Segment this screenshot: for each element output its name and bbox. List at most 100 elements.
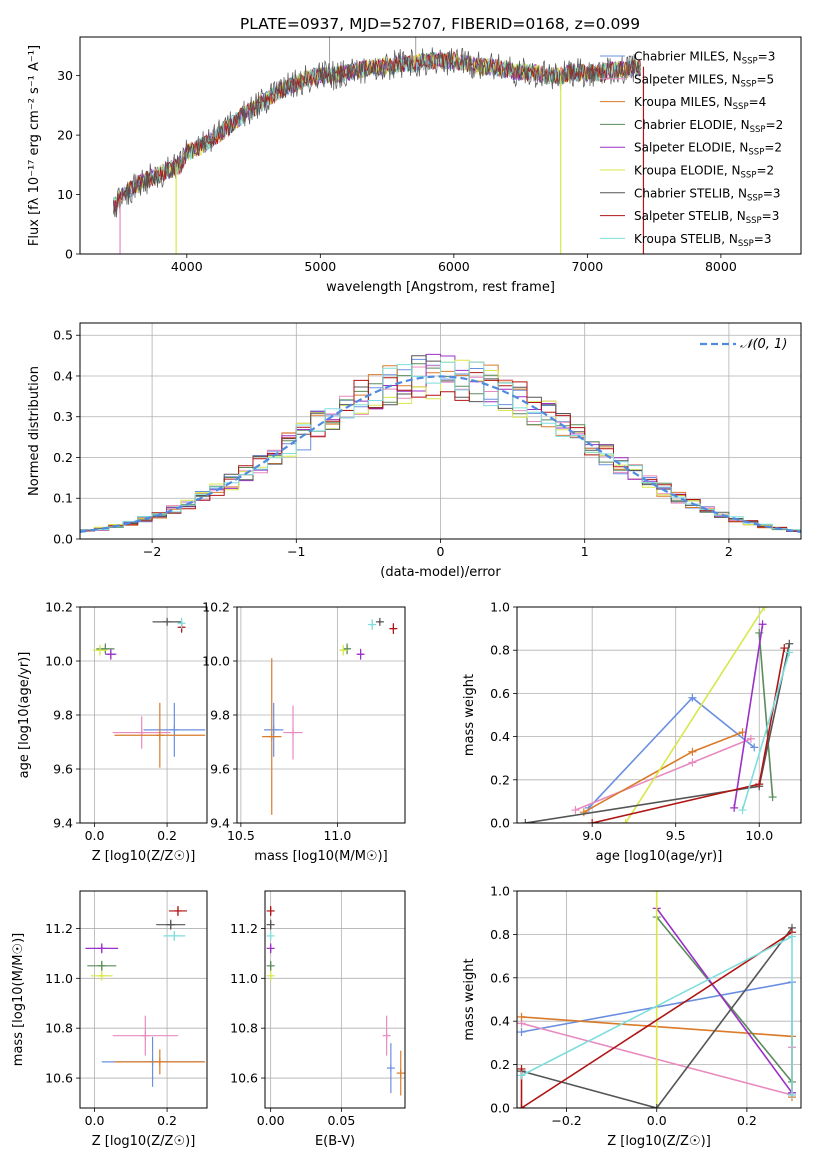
x-axis-label: wavelength [Angstrom, rest frame]: [326, 280, 555, 295]
y-tick-label: 0.4: [490, 729, 510, 744]
x-tick-label: 0.0: [85, 828, 105, 843]
weight-point-salpeter_stelib: [588, 819, 597, 823]
plot-area-age_vs_z: [92, 617, 206, 768]
axes-frame: [79, 890, 208, 1109]
y-tick-label: 0.2: [490, 1057, 510, 1072]
errorbar-salpeter_elodie: [105, 648, 117, 660]
weight-line-chabrier_stelib: [525, 643, 791, 823]
y-axis-label: age [log10(age/yr)]: [17, 652, 32, 779]
y-tick-label: 9.6: [210, 762, 230, 777]
weight-line-salpeter_elodie: [656, 907, 793, 1094]
x-tick-label: 10.0: [745, 828, 773, 843]
weight-point-salpeter_miles: [571, 806, 580, 815]
legend-label-normal: 𝒩(0, 1): [740, 337, 787, 352]
errorbar-chabrier_miles: [143, 702, 206, 757]
x-tick-label: 5000: [304, 259, 336, 274]
weight-point-chabrier_elodie: [768, 793, 777, 802]
plot-area-spectrum: [113, 37, 645, 254]
weight-line-kroupa_stelib: [741, 652, 791, 811]
errorbar-chabrier_elodie: [87, 960, 117, 971]
y-tick-label: 0.0: [53, 532, 73, 547]
errorbar-chabrier_stelib: [266, 919, 275, 930]
x-tick-label: 0.2: [157, 828, 177, 843]
y-tick-label: 11.2: [230, 921, 258, 936]
weight-point-kroupa_miles: [579, 808, 588, 817]
y-tick-label: 0.0: [490, 1101, 510, 1116]
x-tick-label: −1: [287, 544, 305, 559]
x-axis-label: Z [log10(Z/Z☉)]: [92, 849, 196, 864]
x-tick-label: 0.2: [157, 1113, 177, 1128]
plot-area-mass_vs_z: [85, 905, 206, 1087]
y-tick-label: 0.2: [53, 450, 73, 465]
x-tick-label: 4000: [171, 259, 203, 274]
normal-reference-curve: [80, 375, 801, 533]
y-axis-label: Flux [fλ 10⁻¹⁷ erg cm⁻² s⁻¹ A⁻¹]: [27, 45, 42, 246]
panel-residuals: −2 −1 0 1 2 0.0 0.1 0.2 0.3 0.4 0.5 (data-model)/er…: [27, 322, 802, 580]
y-tick-label: 9.4: [53, 816, 73, 831]
x-axis-label: Z [log10(Z/Z☉)]: [92, 1134, 196, 1149]
weight-line-salpeter_stelib: [520, 931, 793, 1108]
x-tick-label: 0.0: [647, 1113, 667, 1128]
legend-label-kroupa_miles: Kroupa MILES, NSSP=4: [634, 95, 766, 112]
x-tick-label: −0.2: [551, 1113, 581, 1128]
x-axis-label: E(B-V): [315, 1134, 355, 1149]
weight-point-chabrier_miles: [517, 1028, 526, 1037]
weight-line-chabrier_elodie: [758, 632, 774, 798]
errorbar-kroupa_stelib: [177, 617, 186, 629]
errorbar-kroupa_miles: [262, 658, 282, 815]
errorbar-salpeter_stelib: [389, 623, 398, 634]
y-tick-label: 9.4: [210, 816, 230, 831]
weight-point-kroupa_stelib: [787, 932, 796, 941]
y-axis-label: Normed distribution: [27, 366, 42, 496]
legend-label-chabrier_stelib: Chabrier STELIB, NSSP=3: [634, 186, 781, 203]
x-axis-label: age [log10(age/yr)]: [596, 849, 723, 864]
y-tick-label: 10.6: [45, 1071, 73, 1086]
legend-label-salpeter_elodie: Salpeter ELODIE, NSSP=2: [634, 141, 782, 158]
axes-frame: [264, 890, 406, 1109]
errorbar-chabrier_elodie: [96, 643, 115, 655]
errorbar-kroupa_miles: [396, 1050, 405, 1096]
panel-spectrum: 4000 5000 6000 7000 8000 0 10 20 30 wavelength [A…: [27, 36, 802, 295]
y-tick-label: 0.6: [490, 686, 510, 701]
y-tick-label: 10.8: [45, 1021, 73, 1036]
plot-area-age_vs_mass: [262, 617, 398, 815]
y-tick-label: 11.0: [45, 971, 73, 986]
y-tick-label: 11.2: [45, 921, 73, 936]
errorbar-chabrier_stelib: [156, 919, 186, 930]
errorbar-salpeter_miles: [283, 705, 303, 760]
errorbar-salpeter_elodie: [266, 943, 275, 954]
weight-point-kroupa_stelib: [787, 1090, 796, 1099]
y-tick-label: 10.0: [45, 654, 73, 669]
errorbar-chabrier_stelib: [375, 617, 384, 626]
weight-line-salpeter_miles: [575, 738, 752, 811]
y-tick-label: 0.2: [490, 772, 510, 787]
errorbar-kroupa_elodie: [90, 970, 113, 981]
errorbar-chabrier_elodie: [266, 960, 275, 971]
legend-label-chabrier_miles: Chabrier MILES, NSSP=3: [634, 50, 775, 67]
weight-point-salpeter_stelib: [517, 1104, 526, 1108]
x-tick-label: 2: [725, 544, 733, 559]
spectrum-line-salpeter_stelib: [113, 51, 641, 213]
y-tick-label: 0.4: [490, 1014, 510, 1029]
axes-frame: [516, 890, 802, 1109]
y-tick-label: 0.6: [490, 970, 510, 985]
weight-point-kroupa_stelib: [785, 648, 794, 657]
errorbar-kroupa_stelib: [163, 930, 186, 941]
x-tick-label: 0: [437, 544, 445, 559]
histogram-kroupa_stelib: [80, 361, 801, 534]
errorbar-chabrier_elodie: [343, 643, 352, 655]
weight-point-salpeter_elodie: [758, 620, 767, 629]
legend: Chabrier MILES, NSSP=3 Salpeter MILES, NS…: [600, 50, 783, 249]
x-tick-label: 0.2: [737, 1113, 757, 1128]
y-tick-label: 9.8: [210, 708, 230, 723]
y-tick-label: 0.8: [490, 927, 510, 942]
y-tick-label: 0.8: [490, 643, 510, 658]
legend-label-kroupa_elodie: Kroupa ELODIE, NSSP=2: [634, 164, 774, 181]
errorbar-kroupa_stelib: [266, 930, 275, 941]
axes-frame: [516, 606, 802, 824]
x-tick-label: 1: [581, 544, 589, 559]
weight-point-kroupa_elodie: [621, 819, 630, 823]
weight-point-salpeter_miles: [746, 734, 755, 743]
y-tick-label: 0: [65, 247, 73, 262]
x-tick-label: 7000: [571, 259, 603, 274]
